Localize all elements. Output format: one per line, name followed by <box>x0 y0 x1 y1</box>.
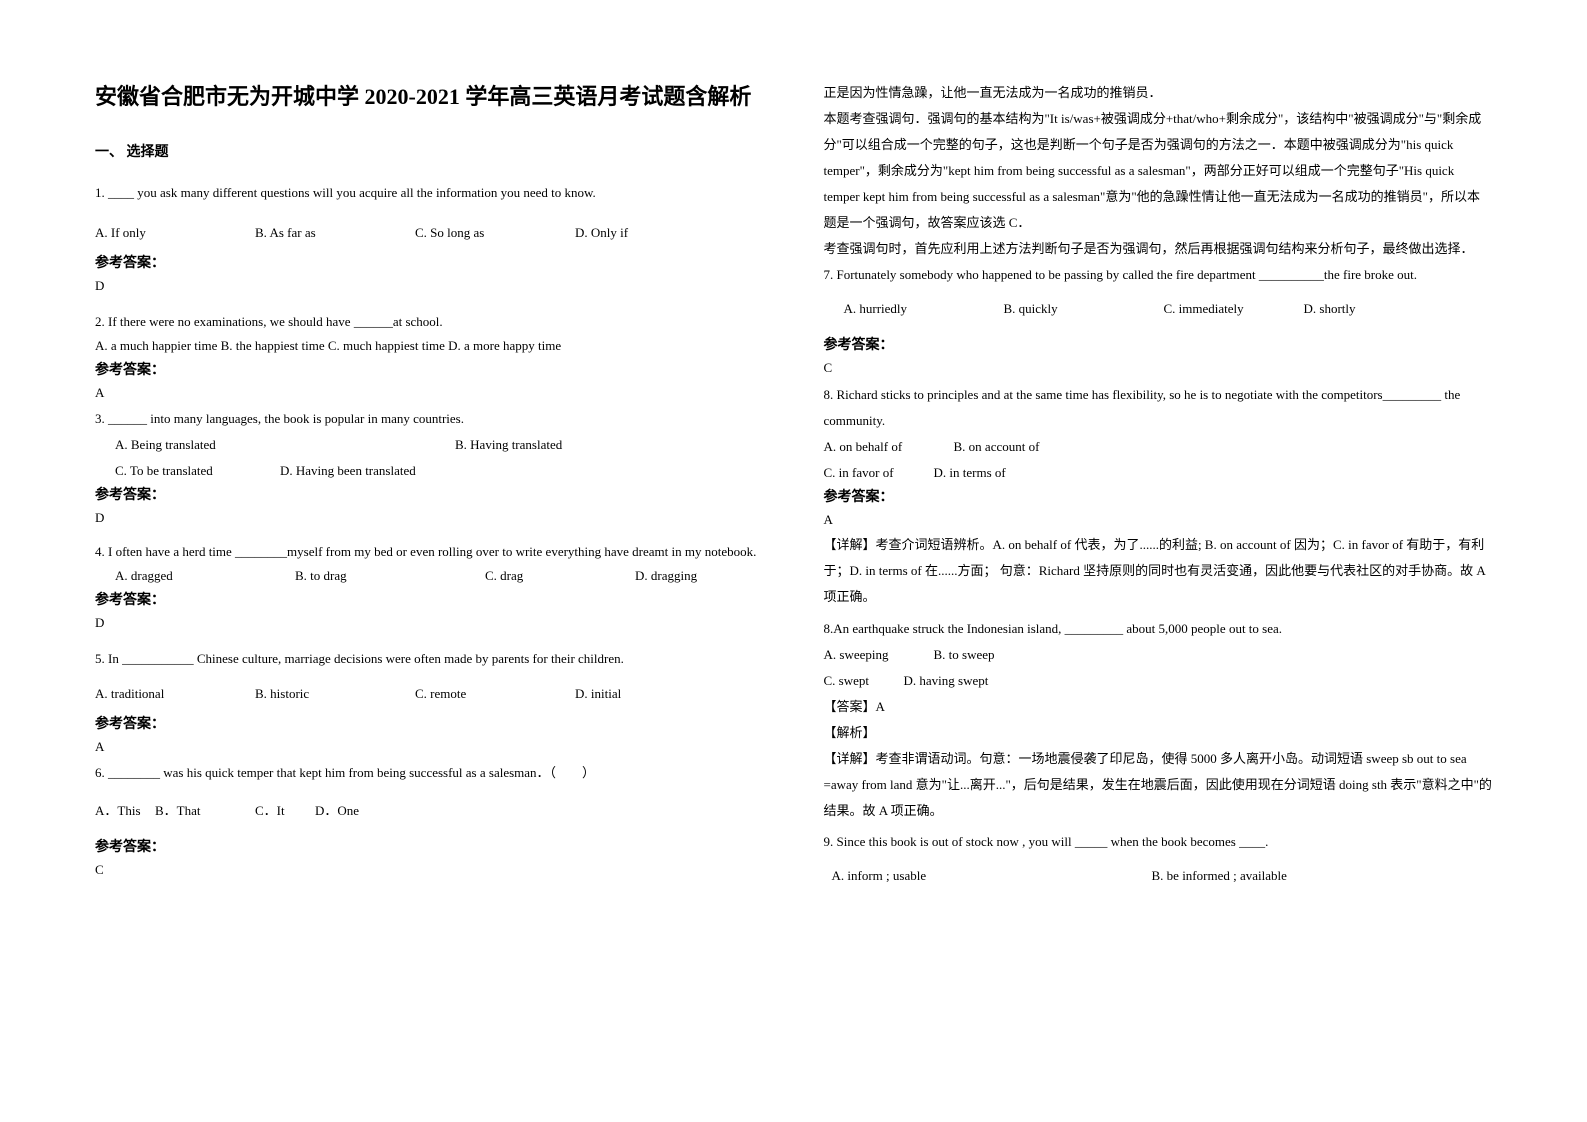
q7-optD: D. shortly <box>1304 296 1356 322</box>
q1-answer: D <box>95 278 764 294</box>
q3-optD: D. Having been translated <box>280 458 416 484</box>
q8b-options-row2: C. swept D. having swept <box>824 668 1493 694</box>
q8-optC: C. in favor of <box>824 460 934 486</box>
right-column: 正是因为性情急躁，让他一直无法成为一名成功的推销员． 本题考查强调句．强调句的基… <box>794 80 1493 1082</box>
q3-answer: D <box>95 510 764 526</box>
q1-optA: A. If only <box>95 220 255 246</box>
question-7: 7. Fortunately somebody who happened to … <box>824 262 1493 376</box>
q4-options: A. dragged B. to drag C. drag D. draggin… <box>95 563 764 589</box>
section-heading: 一、 选择题 <box>95 141 764 161</box>
q1-answer-label: 参考答案： <box>95 252 764 272</box>
q1-options: A. If only B. As far as C. So long as D.… <box>95 220 764 246</box>
q8-explain: 【详解】考查介词短语辨析。A. on behalf of 代表，为了......… <box>824 532 1493 610</box>
q3-options-row2: C. To be translated D. Having been trans… <box>95 458 764 484</box>
q4-answer-label: 参考答案： <box>95 589 764 609</box>
q8-optB: B. on account of <box>954 434 1040 460</box>
q5-optD: D. initial <box>575 681 735 707</box>
q8b-text: 8.An earthquake struck the Indonesian is… <box>824 616 1493 642</box>
q8-options-row1: A. on behalf of B. on account of <box>824 434 1493 460</box>
q3-options-row1: A. Being translated B. Having translated <box>95 432 764 458</box>
q9-optA: A. inform ; usable <box>832 863 1152 889</box>
q2-answer-label: 参考答案： <box>95 359 764 379</box>
q9-text: 9. Since this book is out of stock now ,… <box>824 830 1493 855</box>
q8b-options-row1: A. sweeping B. to sweep <box>824 642 1493 668</box>
question-4: 4. I often have a herd time ________myse… <box>95 542 764 641</box>
q4-optC: C. drag <box>485 563 635 589</box>
q6-explain2: 本题考查强调句．强调句的基本结构为"It is/was+被强调成分+that/w… <box>824 106 1493 236</box>
q7-answer-label: 参考答案： <box>824 334 1493 354</box>
q7-options: A. hurriedly B. quickly C. immediately D… <box>824 296 1493 322</box>
question-8b: 8.An earthquake struck the Indonesian is… <box>824 616 1493 824</box>
q4-optD: D. dragging <box>635 563 697 589</box>
question-1: 1. ____ you ask many different questions… <box>95 181 764 304</box>
q2-opts: A. a much happier time B. the happiest t… <box>95 334 764 359</box>
q8-optD: D. in terms of <box>934 460 1006 486</box>
q7-optA: A. hurriedly <box>844 296 1004 322</box>
q5-text: 5. In ___________ Chinese culture, marri… <box>95 647 764 672</box>
q8b-optC: C. swept <box>824 668 904 694</box>
left-column: 安徽省合肥市无为开城中学 2020-2021 学年高三英语月考试题含解析 一、 … <box>95 80 794 1082</box>
q8b-optD: D. having swept <box>904 668 989 694</box>
exam-title: 安徽省合肥市无为开城中学 2020-2021 学年高三英语月考试题含解析 <box>95 80 764 113</box>
q6-explain3: 考查强调句时，首先应利用上述方法判断句子是否为强调句，然后再根据强调句结构来分析… <box>824 236 1493 262</box>
q5-options: A. traditional B. historic C. remote D. … <box>95 681 764 707</box>
q3-optB: B. Having translated <box>455 432 562 458</box>
q8b-analysis-label: 【解析】 <box>824 720 1493 746</box>
q4-optB: B. to drag <box>295 563 485 589</box>
question-3: 3. ______ into many languages, the book … <box>95 407 764 536</box>
q8-answer-label: 参考答案： <box>824 486 1493 506</box>
q2-answer: A <box>95 385 764 401</box>
q7-answer: C <box>824 360 1493 376</box>
q5-answer: A <box>95 739 764 755</box>
q3-answer-label: 参考答案： <box>95 484 764 504</box>
q6-optD: D．One <box>315 798 415 824</box>
q1-optB: B. As far as <box>255 220 415 246</box>
q3-text: 3. ______ into many languages, the book … <box>95 407 764 432</box>
q6-answer-label: 参考答案： <box>95 836 764 856</box>
question-2: 2. If there were no examinations, we sho… <box>95 310 764 401</box>
q6-answer: C <box>95 862 764 878</box>
q9-options: A. inform ; usable B. be informed ; avai… <box>824 863 1493 889</box>
q8-text: 8. Richard sticks to principles and at t… <box>824 382 1493 434</box>
q1-optD: D. Only if <box>575 220 735 246</box>
q5-answer-label: 参考答案： <box>95 713 764 733</box>
q8b-explain: 【详解】考查非谓语动词。句意：一场地震侵袭了印尼岛，使得 5000 多人离开小岛… <box>824 746 1493 824</box>
q2-text: 2. If there were no examinations, we sho… <box>95 310 764 335</box>
q6-optC: C．It <box>255 798 315 824</box>
q4-answer: D <box>95 615 764 631</box>
q9-optB: B. be informed ; available <box>1152 863 1287 889</box>
q4-optA: A. dragged <box>115 563 295 589</box>
q7-optB: B. quickly <box>1004 296 1164 322</box>
q7-text: 7. Fortunately somebody who happened to … <box>824 262 1493 288</box>
q5-optA: A. traditional <box>95 681 255 707</box>
q6-optA: A．This <box>95 798 155 824</box>
q5-optC: C. remote <box>415 681 575 707</box>
q5-optB: B. historic <box>255 681 415 707</box>
q8b-optB: B. to sweep <box>934 642 995 668</box>
q8b-answer-label: 【答案】A <box>824 694 1493 720</box>
question-6: 6. ________ was his quick temper that ke… <box>95 761 764 878</box>
question-8: 8. Richard sticks to principles and at t… <box>824 382 1493 610</box>
question-9: 9. Since this book is out of stock now ,… <box>824 830 1493 889</box>
q8-answer: A <box>824 512 1493 528</box>
q1-text: 1. ____ you ask many different questions… <box>95 181 764 206</box>
question-5: 5. In ___________ Chinese culture, marri… <box>95 647 764 756</box>
q6-optB: B．That <box>155 798 255 824</box>
q8b-optA: A. sweeping <box>824 642 934 668</box>
q6-text: 6. ________ was his quick temper that ke… <box>95 761 764 786</box>
q1-optC: C. So long as <box>415 220 575 246</box>
q3-optA: A. Being translated <box>115 432 455 458</box>
q6-options: A．This B．That C．It D．One <box>95 798 764 824</box>
q3-optC: C. To be translated <box>115 458 280 484</box>
q8-options-row2: C. in favor of D. in terms of <box>824 460 1493 486</box>
q8-optA: A. on behalf of <box>824 434 954 460</box>
q4-text: 4. I often have a herd time ________myse… <box>95 542 764 563</box>
q6-explain1: 正是因为性情急躁，让他一直无法成为一名成功的推销员． <box>824 80 1493 106</box>
q7-optC: C. immediately <box>1164 296 1304 322</box>
